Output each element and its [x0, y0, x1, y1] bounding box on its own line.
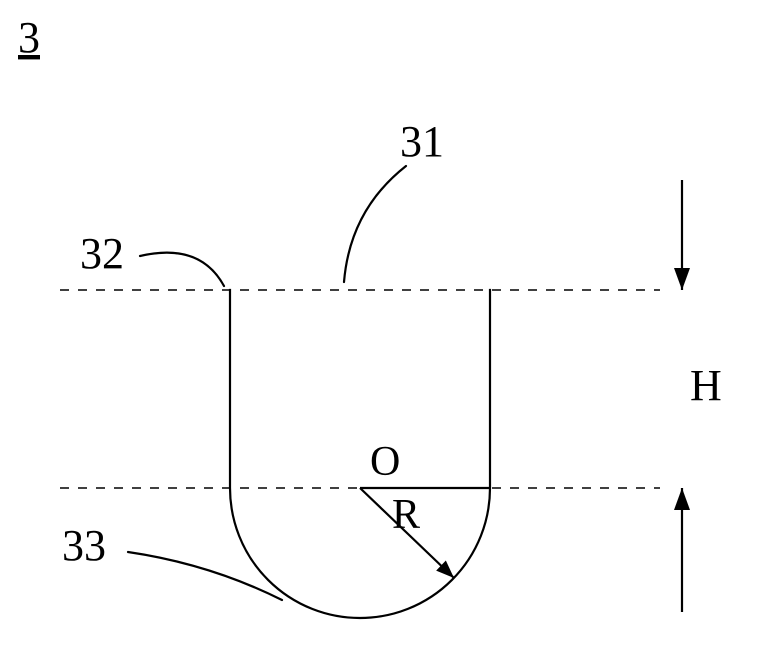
figure-number-label: 3 — [18, 13, 40, 62]
height-H-label: H — [690, 361, 722, 410]
radius-R-label: R — [392, 492, 420, 538]
center-O-label: O — [370, 439, 400, 485]
ref-32-label: 32 — [80, 229, 124, 278]
canvas-background — [0, 0, 784, 667]
ref-31-label: 31 — [400, 117, 444, 166]
ref-33-label: 33 — [62, 521, 106, 570]
